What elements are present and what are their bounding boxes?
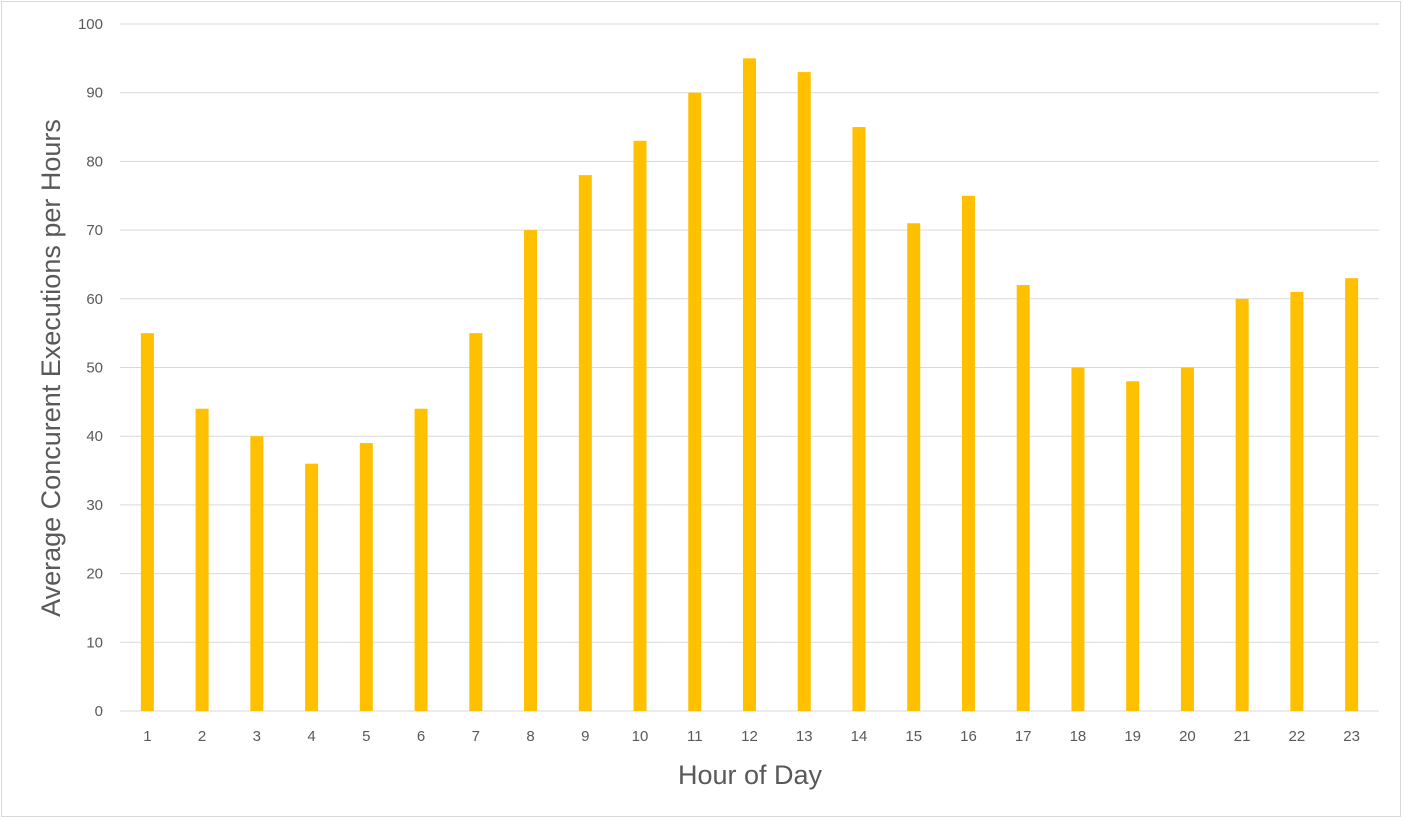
y-tick-label: 60 <box>86 291 103 308</box>
bar-hour-17 <box>1016 285 1030 711</box>
bar-hour-22 <box>1290 291 1304 711</box>
bar-hour-21 <box>1235 298 1249 711</box>
x-tick-label: 12 <box>741 728 758 745</box>
y-tick-label: 40 <box>86 428 103 445</box>
bar-hour-13 <box>797 72 811 712</box>
x-tick-label: 20 <box>1179 728 1196 745</box>
y-tick-label: 30 <box>86 497 103 514</box>
x-tick-label: 19 <box>1124 728 1141 745</box>
x-tick-label: 15 <box>905 728 922 745</box>
x-tick-label: 22 <box>1289 728 1306 745</box>
x-tick-label: 6 <box>417 728 425 745</box>
bar-hour-19 <box>1126 381 1140 711</box>
y-tick-label: 0 <box>95 703 103 720</box>
y-axis-title: Average Concurent Executions per Hours <box>36 119 66 617</box>
y-tick-label: 100 <box>78 16 103 33</box>
bar-hour-7 <box>469 333 483 711</box>
bar-hour-15 <box>907 223 921 712</box>
x-tick-label: 2 <box>198 728 206 745</box>
x-tick-label: 10 <box>632 728 649 745</box>
x-tick-label: 14 <box>851 728 868 745</box>
x-tick-label: 1 <box>143 728 151 745</box>
x-tick-label: 23 <box>1343 728 1360 745</box>
x-tick-label: 7 <box>472 728 480 745</box>
bars <box>140 58 1359 712</box>
y-tick-label: 20 <box>86 566 103 583</box>
x-tick-label: 8 <box>526 728 534 745</box>
bar-hour-2 <box>195 408 209 711</box>
bar-hour-11 <box>688 92 702 711</box>
bar-hour-10 <box>633 140 647 712</box>
x-tick-label: 11 <box>687 728 703 745</box>
x-tick-label: 4 <box>307 728 315 745</box>
bar-hour-5 <box>359 443 373 711</box>
y-tick-label: 90 <box>86 85 103 102</box>
bar-hour-8 <box>524 230 538 711</box>
bar-hour-18 <box>1071 367 1085 711</box>
bar-hour-6 <box>414 408 428 711</box>
bar-hour-4 <box>305 463 319 711</box>
bar-hour-1 <box>140 333 154 711</box>
x-tick-label: 21 <box>1234 728 1251 745</box>
x-tick-labels: 1 2 3 4 5 6 7 8 9 10 11 12 13 14 15 16 17 18 19 20 21 22 23 <box>143 728 1360 745</box>
x-tick-label: 16 <box>960 728 977 745</box>
y-tick-label: 50 <box>86 360 103 377</box>
x-tick-label: 9 <box>581 728 589 745</box>
y-tick-label: 80 <box>86 153 103 170</box>
bar-hour-16 <box>961 195 975 711</box>
bar-hour-23 <box>1345 278 1359 711</box>
y-tick-label: 10 <box>86 634 103 651</box>
bar-hour-9 <box>578 175 592 711</box>
x-tick-label: 3 <box>253 728 261 745</box>
bar-hour-12 <box>743 58 756 712</box>
y-tick-labels: 0 10 20 30 40 50 60 70 80 90 100 <box>78 16 103 720</box>
bar-hour-14 <box>852 127 866 712</box>
y-tick-label: 70 <box>86 222 103 239</box>
x-tick-label: 18 <box>1070 728 1087 745</box>
x-tick-label: 5 <box>362 728 370 745</box>
x-axis-title: Hour of Day <box>678 760 823 790</box>
x-tick-label: 17 <box>1015 728 1032 745</box>
bar-hour-20 <box>1180 367 1194 711</box>
bar-hour-3 <box>250 436 264 711</box>
x-tick-label: 13 <box>796 728 813 745</box>
